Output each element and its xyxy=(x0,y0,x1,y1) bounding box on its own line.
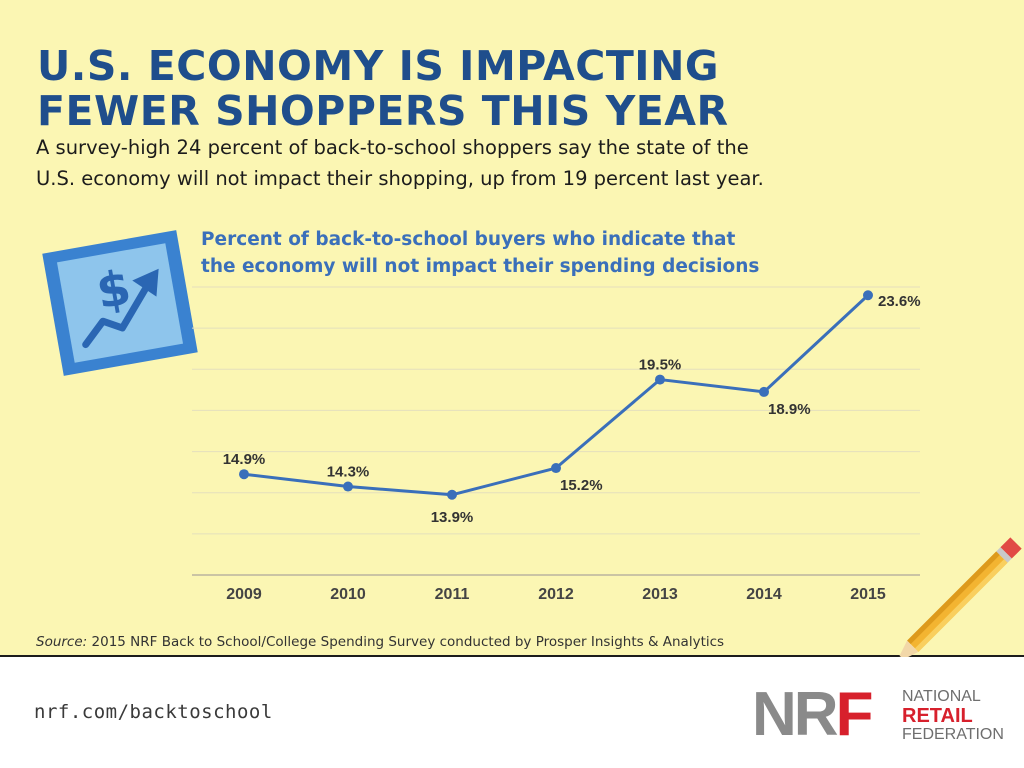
dollar-chart-icon: $ xyxy=(42,230,198,376)
chart-grid xyxy=(192,286,920,576)
data-label: 13.9% xyxy=(431,509,474,526)
logo-line-retail: RETAIL xyxy=(902,705,973,727)
x-tick-label: 2014 xyxy=(746,586,782,603)
logo-mark-accent: F xyxy=(835,680,874,749)
data-point xyxy=(551,463,561,474)
source-note: Source: 2015 NRF Back to School/College … xyxy=(36,634,724,650)
data-label: 19.5% xyxy=(639,357,682,374)
title-line-2: FEWER SHOPPERS THIS YEAR xyxy=(37,87,729,135)
chart-series xyxy=(239,290,873,500)
data-label: 18.9% xyxy=(768,401,811,418)
panel-divider xyxy=(0,655,1024,657)
x-tick-label: 2013 xyxy=(642,586,678,603)
source-text: 2015 NRF Back to School/College Spending… xyxy=(87,634,725,650)
data-label: 14.3% xyxy=(327,464,370,481)
data-point xyxy=(759,386,769,397)
source-prefix: Source: xyxy=(36,634,88,650)
data-point xyxy=(447,489,457,500)
chart-heading-line-1: Percent of back-to-school buyers who ind… xyxy=(201,229,736,250)
data-point xyxy=(343,481,353,492)
logo-line-federation: FEDERATION xyxy=(902,726,1004,743)
pencil-icon xyxy=(895,537,1022,657)
logo-name: NATIONAL RETAIL FEDERATION xyxy=(902,688,1004,744)
x-tick-label: 2011 xyxy=(435,586,470,603)
x-tick-label: 2009 xyxy=(226,586,262,603)
data-label: 14.9% xyxy=(223,451,266,468)
line-chart: $ 2009 2010 2011 2012 2013 2014 2015 14.9% 14.3… xyxy=(42,230,1022,657)
data-point xyxy=(239,469,249,480)
subtitle-line-2: U.S. economy will not impact their shopp… xyxy=(36,167,764,190)
data-point xyxy=(863,290,873,301)
x-axis: 2009 2010 2011 2012 2013 2014 2015 xyxy=(226,586,886,603)
title-line-1: U.S. ECONOMY IS IMPACTING xyxy=(37,42,720,90)
footer-url-link[interactable]: nrf.com/backtoschool xyxy=(34,701,273,723)
logo-line-national: NATIONAL xyxy=(902,688,981,705)
x-tick-label: 2015 xyxy=(850,586,886,603)
data-labels: 14.9% 14.3% 13.9% 15.2% 19.5% 18.9% 23.6% xyxy=(223,293,921,526)
chart-heading: Percent of back-to-school buyers who ind… xyxy=(201,226,759,280)
data-label: 23.6% xyxy=(878,293,921,310)
subtitle: A survey-high 24 percent of back-to-scho… xyxy=(36,132,816,194)
x-tick-label: 2012 xyxy=(538,586,574,603)
logo-mark-text: NRF xyxy=(752,680,874,749)
nrf-logo: NRF NATIONAL RETAIL FEDERATION xyxy=(752,684,1004,746)
x-tick-label: 2010 xyxy=(330,586,366,603)
chart-heading-line-2: the economy will not impact their spendi… xyxy=(201,256,760,277)
logo-mark: NRF xyxy=(752,684,873,746)
page-title: U.S. ECONOMY IS IMPACTING FEWER SHOPPERS… xyxy=(37,44,729,134)
data-point xyxy=(655,374,665,385)
subtitle-line-1: A survey-high 24 percent of back-to-scho… xyxy=(36,136,749,159)
data-label: 15.2% xyxy=(560,477,603,494)
